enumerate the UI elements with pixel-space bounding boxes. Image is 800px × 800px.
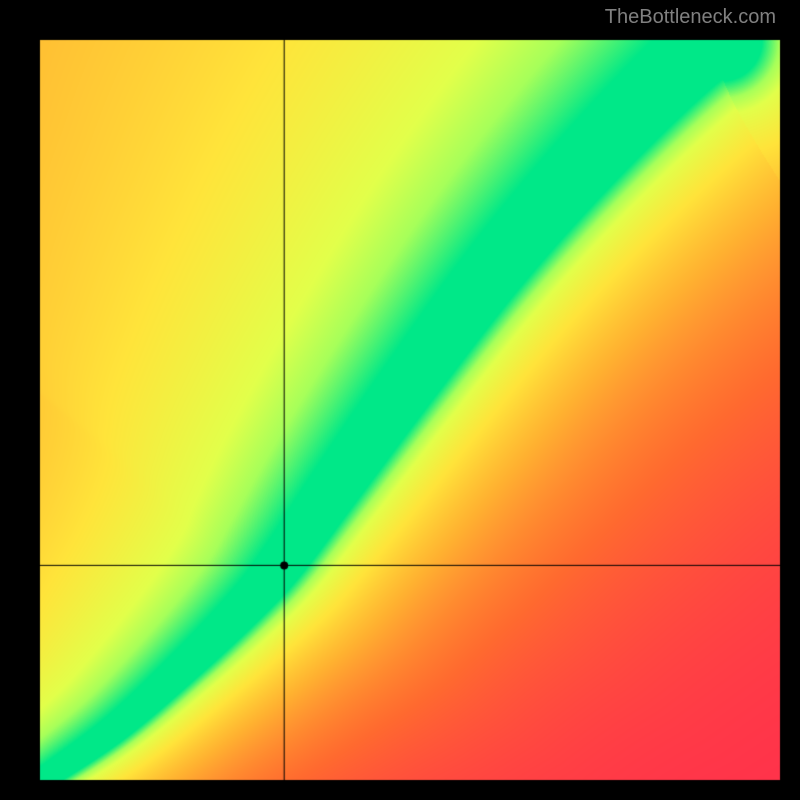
chart-container: TheBottleneck.com: [0, 0, 800, 800]
bottleneck-heatmap-canvas: [0, 0, 800, 800]
watermark-text: TheBottleneck.com: [605, 6, 776, 29]
